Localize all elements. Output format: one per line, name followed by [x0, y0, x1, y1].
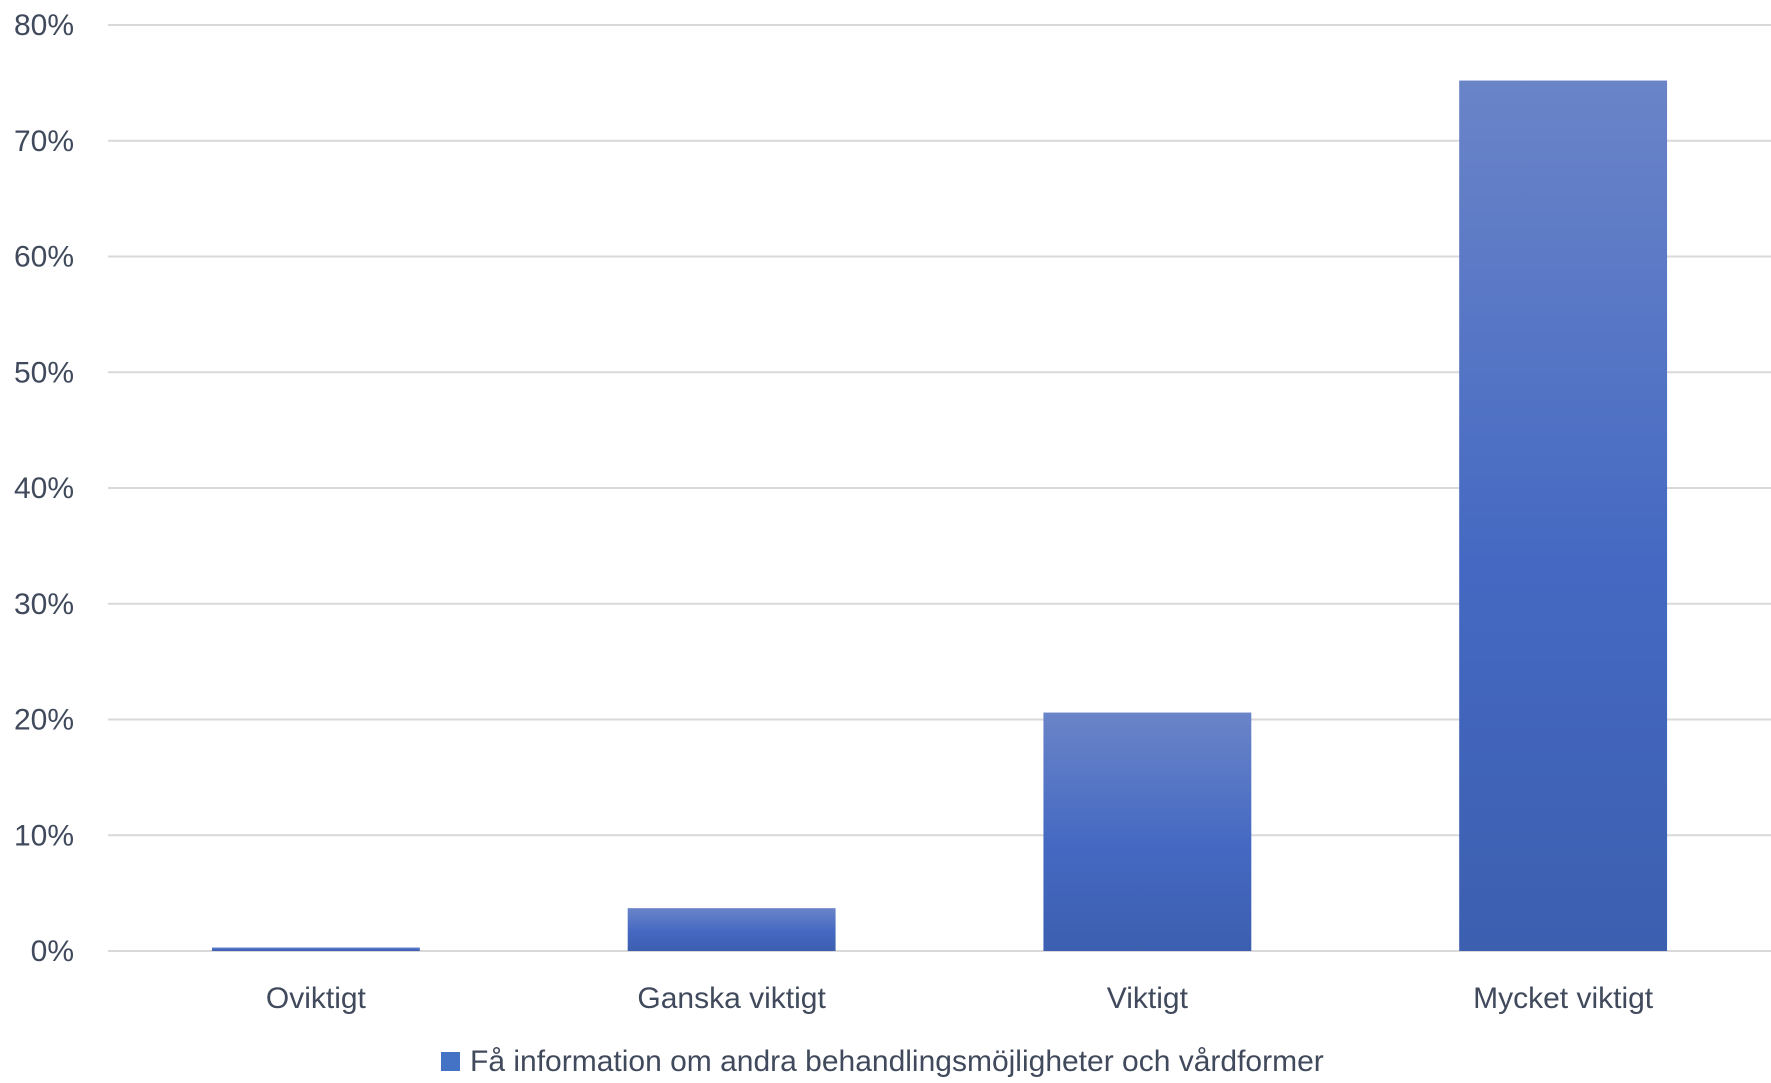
bar-viktigt [1043, 712, 1252, 951]
y-tick-label: 10% [14, 819, 74, 852]
y-tick-label: 60% [14, 241, 74, 274]
y-tick-label: 80% [14, 9, 74, 42]
y-tick-label: 20% [14, 704, 74, 737]
y-tick-label: 0% [31, 935, 74, 968]
legend-swatch [441, 1052, 460, 1071]
bar-ganska-viktigt [627, 908, 836, 951]
bar-oviktigt [211, 947, 420, 951]
x-tick-label: Ganska viktigt [637, 982, 826, 1015]
x-tick-label: Oviktigt [266, 982, 367, 1015]
x-tick-label: Mycket viktigt [1473, 982, 1654, 1015]
bar-mycket-viktigt [1459, 80, 1668, 951]
x-tick-label: Viktigt [1107, 982, 1189, 1015]
bars [211, 80, 1668, 951]
y-tick-label: 70% [14, 125, 74, 158]
y-axis-tick-labels: 0% 10% 20% 30% 40% 50% 60% 70% 80% [14, 9, 74, 968]
y-tick-label: 40% [14, 472, 74, 505]
x-axis-tick-labels: Oviktigt Ganska viktigt Viktigt Mycket vikt… [266, 982, 1654, 1015]
gridlines [108, 24, 1771, 952]
y-tick-label: 30% [14, 588, 74, 621]
y-tick-label: 50% [14, 356, 74, 389]
legend: Få information om andra behandlingsmöjli… [441, 1045, 1324, 1078]
legend-label: Få information om andra behandlingsmöjli… [470, 1045, 1324, 1078]
